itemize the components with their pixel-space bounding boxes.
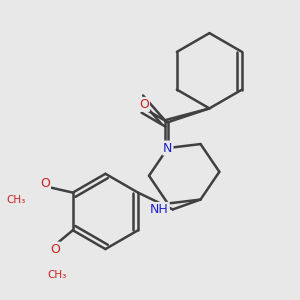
Text: CH₃: CH₃ xyxy=(47,270,67,280)
Text: N: N xyxy=(163,142,172,154)
Text: CH₃: CH₃ xyxy=(6,194,25,205)
Text: O: O xyxy=(40,177,50,190)
Text: O: O xyxy=(50,243,60,256)
Text: O: O xyxy=(139,98,149,111)
Text: NH: NH xyxy=(150,203,169,216)
